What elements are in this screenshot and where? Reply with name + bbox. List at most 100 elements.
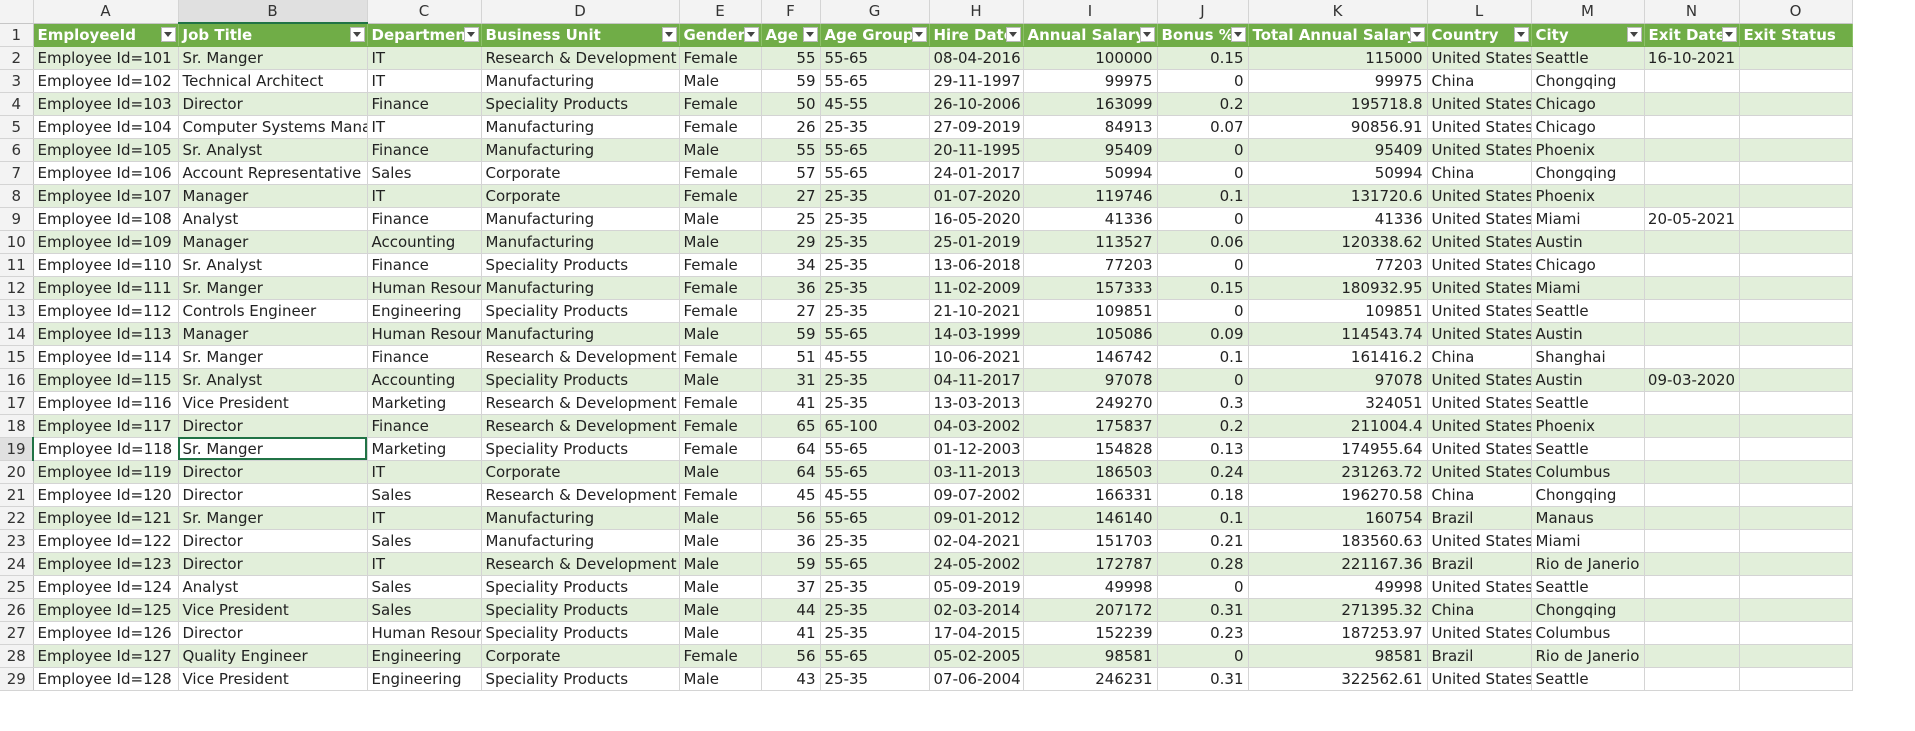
cell[interactable]: Corporate <box>481 460 680 484</box>
cell[interactable]: 59 <box>761 322 821 346</box>
cell[interactable]: Austin <box>1531 368 1645 392</box>
cell[interactable]: China <box>1427 69 1532 93</box>
column-header-d[interactable]: D <box>481 0 680 24</box>
active-cell[interactable]: Sr. Manger <box>178 437 368 461</box>
cell[interactable]: Finance <box>367 414 482 438</box>
cell[interactable]: 27 <box>761 184 821 208</box>
cell[interactable]: Miami <box>1531 529 1645 553</box>
filter-dropdown-icon[interactable] <box>743 26 759 42</box>
cell[interactable]: Male <box>679 598 762 622</box>
cell[interactable]: Finance <box>367 138 482 162</box>
column-header-n[interactable]: N <box>1644 0 1740 24</box>
cell[interactable]: 175837 <box>1023 414 1158 438</box>
cell[interactable]: Technical Architect <box>178 69 368 93</box>
cell[interactable]: 0.06 <box>1157 230 1249 254</box>
cell[interactable]: Manufacturing <box>481 230 680 254</box>
cell[interactable]: 172787 <box>1023 552 1158 576</box>
row-header[interactable]: 20 <box>0 460 34 484</box>
cell[interactable]: Manufacturing <box>481 207 680 231</box>
cell[interactable]: 59 <box>761 552 821 576</box>
cell[interactable]: Seattle <box>1531 437 1645 461</box>
cell[interactable]: Corporate <box>481 161 680 185</box>
cell[interactable]: Employee Id=118 <box>33 437 179 461</box>
row-header[interactable]: 11 <box>0 253 34 277</box>
cell[interactable]: Employee Id=116 <box>33 391 179 415</box>
cell[interactable]: Speciality Products <box>481 253 680 277</box>
cell[interactable]: Finance <box>367 345 482 369</box>
cell[interactable]: Seattle <box>1531 391 1645 415</box>
cell[interactable]: Director <box>178 552 368 576</box>
cell[interactable]: 65 <box>761 414 821 438</box>
cell[interactable]: Sales <box>367 483 482 507</box>
cell[interactable] <box>1644 460 1740 484</box>
cell[interactable]: Employee Id=124 <box>33 575 179 599</box>
row-header[interactable]: 15 <box>0 345 34 369</box>
cell[interactable] <box>1644 115 1740 139</box>
cell[interactable]: 98581 <box>1248 644 1428 668</box>
cell[interactable]: 25-35 <box>820 115 930 139</box>
cell[interactable] <box>1739 230 1853 254</box>
cell[interactable]: Employee Id=106 <box>33 161 179 185</box>
row-header[interactable]: 3 <box>0 69 34 93</box>
cell[interactable] <box>1739 92 1853 116</box>
cell[interactable]: Employee Id=112 <box>33 299 179 323</box>
column-header-f[interactable]: F <box>761 0 821 24</box>
cell[interactable]: Male <box>679 138 762 162</box>
cell[interactable]: 31 <box>761 368 821 392</box>
cell[interactable]: 154828 <box>1023 437 1158 461</box>
cell[interactable]: 49998 <box>1023 575 1158 599</box>
cell[interactable] <box>1644 644 1740 668</box>
cell[interactable]: Sales <box>367 598 482 622</box>
cell[interactable]: Manager <box>178 322 368 346</box>
cell[interactable]: 05-02-2005 <box>929 644 1024 668</box>
cell[interactable]: 0.21 <box>1157 529 1249 553</box>
cell[interactable]: 113527 <box>1023 230 1158 254</box>
cell[interactable]: 324051 <box>1248 391 1428 415</box>
cell[interactable]: Female <box>679 115 762 139</box>
cell[interactable] <box>1739 506 1853 530</box>
cell[interactable]: 10-06-2021 <box>929 345 1024 369</box>
cell[interactable]: Manufacturing <box>481 276 680 300</box>
cell[interactable]: 13-06-2018 <box>929 253 1024 277</box>
cell[interactable]: Research & Development <box>481 46 680 70</box>
cell[interactable]: Seattle <box>1531 667 1645 691</box>
cell[interactable] <box>1644 138 1740 162</box>
row-header[interactable]: 24 <box>0 552 34 576</box>
cell[interactable]: 25-35 <box>820 276 930 300</box>
cell[interactable]: 16-10-2021 <box>1644 46 1740 70</box>
cell[interactable]: 77203 <box>1023 253 1158 277</box>
cell[interactable]: 41 <box>761 621 821 645</box>
cell[interactable]: 211004.4 <box>1248 414 1428 438</box>
cell[interactable]: Employee Id=108 <box>33 207 179 231</box>
cell[interactable]: Engineering <box>367 299 482 323</box>
cell[interactable]: Research & Development <box>481 391 680 415</box>
cell[interactable]: Sales <box>367 529 482 553</box>
cell[interactable]: United States <box>1427 92 1532 116</box>
cell[interactable]: 09-01-2012 <box>929 506 1024 530</box>
cell[interactable]: 119746 <box>1023 184 1158 208</box>
cell[interactable]: Female <box>679 276 762 300</box>
cell[interactable] <box>1739 391 1853 415</box>
row-header[interactable]: 19 <box>0 437 34 461</box>
cell[interactable]: 20-05-2021 <box>1644 207 1740 231</box>
cell[interactable]: 151703 <box>1023 529 1158 553</box>
cell[interactable]: Sr. Analyst <box>178 253 368 277</box>
cell[interactable]: 24-05-2002 <box>929 552 1024 576</box>
cell[interactable]: 161416.2 <box>1248 345 1428 369</box>
cell[interactable]: 29 <box>761 230 821 254</box>
cell[interactable]: Accounting <box>367 230 482 254</box>
cell[interactable]: Human Resources <box>367 276 482 300</box>
cell[interactable]: Brazil <box>1427 552 1532 576</box>
cell[interactable]: Finance <box>367 207 482 231</box>
column-header-i[interactable]: I <box>1023 0 1158 24</box>
cell[interactable]: 99975 <box>1248 69 1428 93</box>
header-cell[interactable]: Total Annual Salary <box>1248 23 1428 47</box>
cell[interactable]: Employee Id=123 <box>33 552 179 576</box>
cell[interactable]: 160754 <box>1248 506 1428 530</box>
cell[interactable]: China <box>1427 483 1532 507</box>
cell[interactable]: Columbus <box>1531 460 1645 484</box>
cell[interactable]: Miami <box>1531 207 1645 231</box>
cell[interactable]: Manufacturing <box>481 529 680 553</box>
cell[interactable]: United States <box>1427 621 1532 645</box>
cell[interactable]: 109851 <box>1248 299 1428 323</box>
